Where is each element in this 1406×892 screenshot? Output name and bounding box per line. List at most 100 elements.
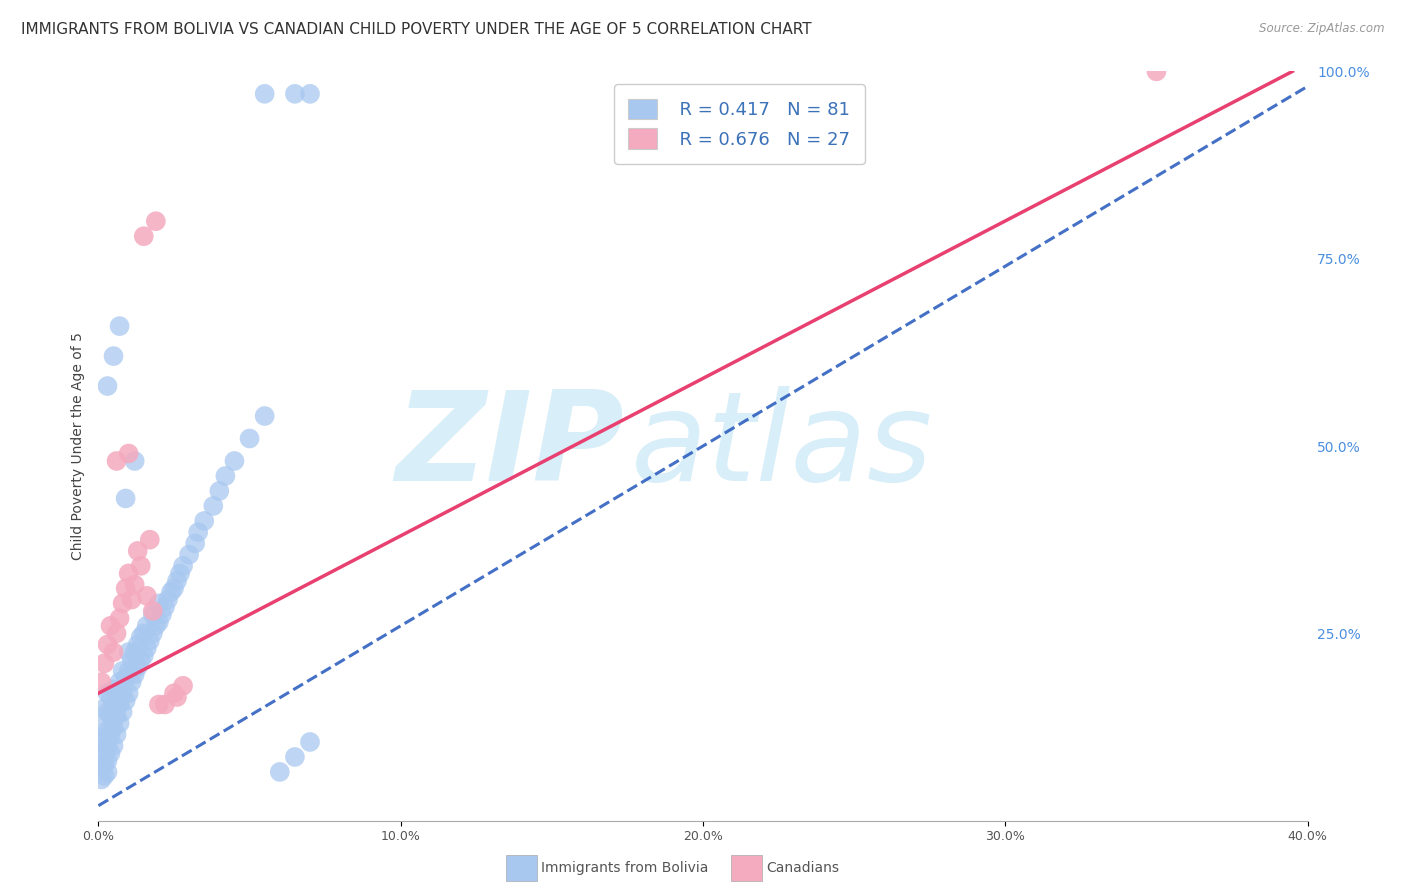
- Point: [118, 566, 141, 581]
- Point: [299, 87, 322, 101]
- Point: [202, 499, 225, 513]
- Point: [103, 720, 125, 734]
- Point: [121, 592, 143, 607]
- Point: [96, 379, 118, 393]
- Point: [103, 739, 125, 753]
- Point: [108, 716, 131, 731]
- Point: [172, 558, 194, 573]
- Point: [139, 633, 162, 648]
- Point: [90, 735, 112, 749]
- Point: [118, 664, 141, 678]
- Point: [253, 409, 276, 423]
- Point: [105, 626, 128, 640]
- Point: [103, 645, 125, 659]
- Point: [239, 432, 262, 446]
- Text: Source: ZipAtlas.com: Source: ZipAtlas.com: [1260, 22, 1385, 36]
- Point: [142, 607, 165, 622]
- Point: [93, 716, 115, 731]
- Point: [108, 319, 131, 334]
- Point: [93, 731, 115, 746]
- Point: [100, 727, 122, 741]
- Point: [153, 600, 176, 615]
- Text: atlas: atlas: [630, 385, 932, 507]
- Text: Canadians: Canadians: [766, 861, 839, 875]
- Point: [127, 544, 149, 558]
- Point: [124, 454, 146, 468]
- Point: [172, 679, 194, 693]
- Point: [111, 596, 134, 610]
- Point: [124, 577, 146, 591]
- Point: [284, 750, 307, 764]
- Point: [193, 514, 215, 528]
- Point: [105, 727, 128, 741]
- Point: [148, 698, 170, 712]
- Point: [111, 664, 134, 678]
- Point: [100, 746, 122, 760]
- Point: [103, 349, 125, 363]
- Point: [169, 566, 191, 581]
- Point: [93, 657, 115, 671]
- Point: [105, 686, 128, 700]
- Point: [224, 454, 246, 468]
- Point: [100, 619, 122, 633]
- Point: [129, 558, 152, 573]
- Point: [114, 582, 136, 596]
- Point: [108, 611, 131, 625]
- Point: [150, 607, 173, 622]
- Point: [111, 686, 134, 700]
- Point: [253, 87, 276, 101]
- Point: [124, 645, 146, 659]
- Point: [127, 638, 149, 652]
- Point: [214, 469, 236, 483]
- Point: [108, 698, 131, 712]
- Point: [96, 638, 118, 652]
- Point: [118, 645, 141, 659]
- Y-axis label: Child Poverty Under the Age of 5: Child Poverty Under the Age of 5: [70, 332, 84, 560]
- Point: [90, 772, 112, 787]
- Text: ZIP: ZIP: [395, 385, 624, 507]
- Point: [100, 690, 122, 704]
- Point: [163, 686, 186, 700]
- Point: [156, 592, 179, 607]
- Point: [135, 589, 157, 603]
- Point: [114, 491, 136, 506]
- Point: [114, 671, 136, 685]
- Point: [105, 454, 128, 468]
- Point: [135, 619, 157, 633]
- Point: [145, 214, 167, 228]
- Point: [129, 652, 152, 666]
- Point: [160, 585, 183, 599]
- Point: [96, 723, 118, 738]
- Point: [145, 619, 167, 633]
- Point: [299, 735, 322, 749]
- Point: [135, 641, 157, 656]
- Point: [108, 675, 131, 690]
- Point: [148, 615, 170, 629]
- Point: [166, 690, 188, 704]
- Point: [153, 698, 176, 712]
- Point: [103, 682, 125, 697]
- Point: [103, 701, 125, 715]
- Point: [93, 701, 115, 715]
- Point: [121, 675, 143, 690]
- Point: [187, 525, 209, 540]
- Point: [90, 754, 112, 768]
- Point: [93, 746, 115, 760]
- Point: [100, 708, 122, 723]
- Point: [90, 675, 112, 690]
- Point: [148, 596, 170, 610]
- Point: [96, 705, 118, 719]
- Point: [269, 764, 291, 779]
- Point: [184, 536, 207, 550]
- Point: [139, 533, 162, 547]
- Point: [208, 483, 231, 498]
- Point: [1144, 64, 1167, 78]
- Point: [93, 769, 115, 783]
- Point: [166, 574, 188, 588]
- Point: [118, 446, 141, 460]
- Point: [93, 757, 115, 772]
- Point: [127, 660, 149, 674]
- Point: [118, 686, 141, 700]
- Point: [96, 739, 118, 753]
- Point: [179, 548, 201, 562]
